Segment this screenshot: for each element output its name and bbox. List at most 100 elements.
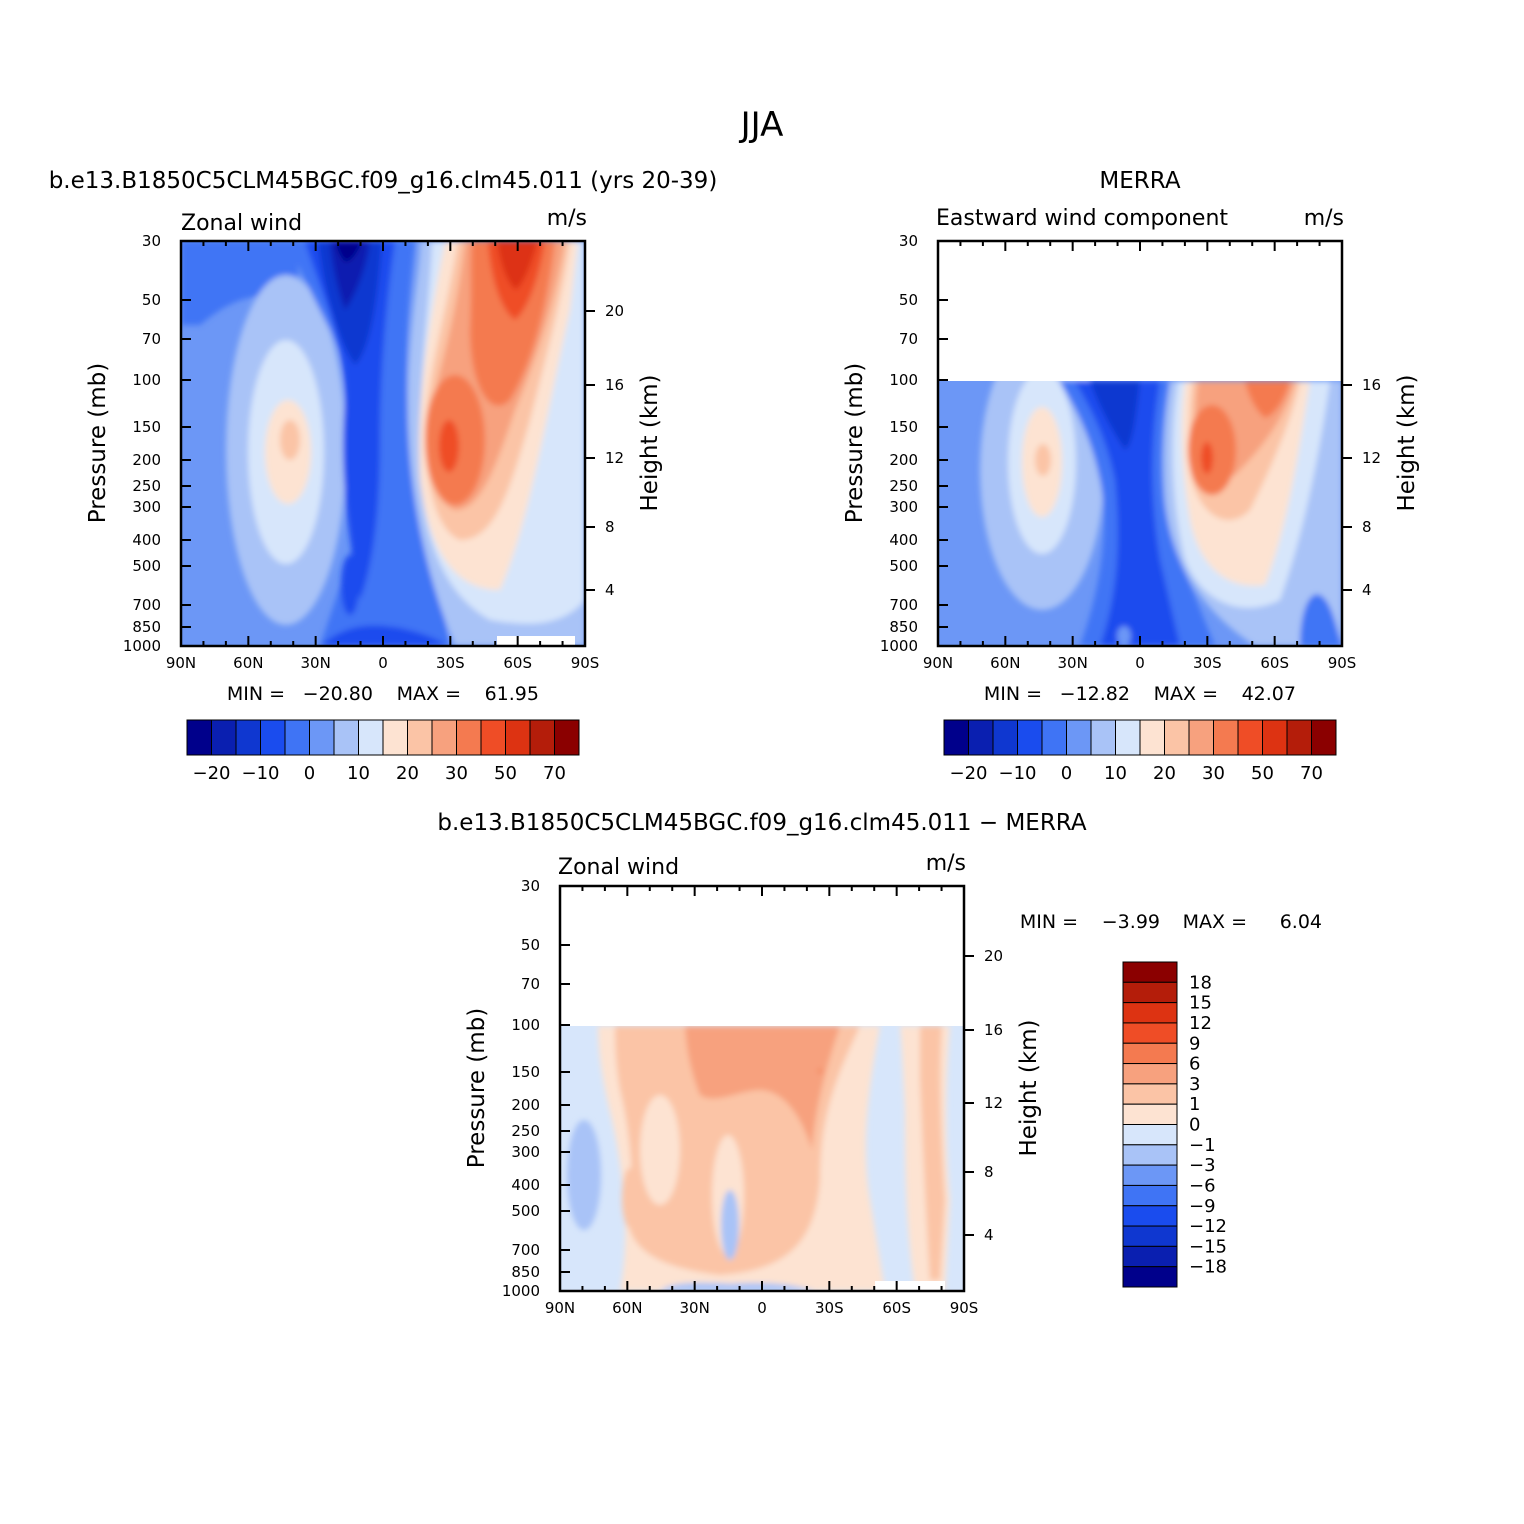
y-tick-label: 850 [511,1263,540,1281]
colorbar-swatch [1122,1245,1178,1268]
colorbar-swatch [1041,719,1067,756]
y2-tick-label: 12 [984,1094,1003,1112]
colorbar-swatch [1164,719,1190,756]
colorbar-label: −20 [950,763,988,784]
colorbar-swatch [1122,961,1178,983]
colorbar-label: 0 [304,763,315,784]
colorbar-swatch [1188,719,1214,756]
colorbar-swatch [1122,1144,1178,1166]
x-tick-label: 30N [680,1299,710,1317]
colorbar-swatch [431,719,457,756]
main-title: JJA [739,105,784,145]
contour-shapes [567,1026,950,1291]
y-tick-label: 150 [132,418,161,436]
x-tick-label: 30S [436,654,465,672]
y2-tick-label: 8 [1362,518,1372,536]
colorbar-label: 20 [1153,763,1176,784]
min-max-readout: MIN = −20.80 MAX = 61.95 [227,683,539,705]
panel-title: b.e13.B1850C5CLM45BGC.f09_g16.clm45.011 … [49,168,718,194]
max-value: 61.95 [485,683,539,705]
contour-field [560,1026,964,1291]
y-tick-label: 300 [889,498,918,516]
y2-tick-label: 12 [1362,449,1381,467]
panel-title: MERRA [1099,168,1180,194]
y-tick-label: 850 [132,618,161,636]
y-tick-label: 500 [132,557,161,575]
y-tick-label: 200 [889,451,918,469]
x-tick-label: 0 [378,654,388,672]
y-axis-title: Pressure (mb) [85,363,111,523]
y-tick-label: 30 [142,232,161,250]
colorbar-swatch [1122,1083,1178,1105]
panel-merra: MERRA Eastward wind component m/s [842,168,1420,784]
colorbar-label: 20 [396,763,419,784]
x-tick-label: 90N [545,1299,575,1317]
x-tick-label: 30S [1193,654,1222,672]
colorbar: −20 −10 0 10 20 30 50 70 [943,719,1337,784]
colorbar-label: −10 [999,763,1037,784]
colorbar-swatch [309,719,335,756]
colorbar-swatch [1122,1184,1178,1207]
colorbar-swatch [1122,1205,1178,1227]
y-tick-label: 150 [511,1063,540,1081]
colorbar-label: 3 [1189,1074,1200,1095]
x-tick-label: 30N [301,654,331,672]
units-label: m/s [547,206,587,231]
x-tick-label: 60S [882,1299,911,1317]
max-label: MAX = [397,683,461,705]
colorbar-label: −15 [1189,1236,1227,1257]
colorbar-swatch [333,719,359,756]
y-tick-label: 250 [511,1122,540,1140]
panel-model: b.e13.B1850C5CLM45BGC.f09_g16.clm45.011 … [49,168,718,784]
colorbar-label: 15 [1189,993,1212,1014]
contour-field [938,381,1342,646]
y-tick-label: 50 [142,291,161,309]
y-tick-label: 200 [132,451,161,469]
y2-tick-label: 12 [605,449,624,467]
colorbar-label: 10 [347,763,370,784]
panel-title: b.e13.B1850C5CLM45BGC.f09_g16.clm45.011 … [437,810,1086,836]
colorbar-swatch [1122,1042,1178,1065]
contour-field [181,241,585,646]
y-tick-label: 400 [889,531,918,549]
y-tick-label: 100 [889,371,918,389]
colorbar-swatch [1286,719,1312,756]
y2-tick-label: 8 [984,1163,994,1181]
colorbar-swatch [235,719,261,756]
colorbar-label: −6 [1189,1175,1216,1196]
y-tick-label: 100 [511,1016,540,1034]
y-tick-label: 150 [889,418,918,436]
units-label: m/s [1304,206,1344,231]
colorbar-swatch [1090,719,1116,756]
y2-tick-label: 4 [1362,581,1372,599]
colorbar-label: 70 [543,763,566,784]
y-tick-label: 250 [132,477,161,495]
colorbar-label: 10 [1104,763,1127,784]
colorbar-swatch [1122,1124,1178,1146]
x-tick-label: 30S [815,1299,844,1317]
axis-ticks: 90N 60N 30N 0 30S 60S 90S 30 50 70 100 150 200 250 300… [502,877,1003,1317]
colorbar-swatch [1122,981,1178,1004]
colorbar-label: 9 [1189,1033,1200,1054]
colorbar-swatch [407,719,433,756]
y-tick-label: 250 [889,477,918,495]
variable-label: Zonal wind [558,855,679,880]
x-tick-label: 60N [612,1299,642,1317]
y2-tick-label: 4 [605,581,615,599]
y-tick-label: 700 [889,596,918,614]
colorbar-swatch [260,719,286,756]
min-label: MIN = [1020,911,1078,933]
axis-ticks: 90N 60N 30N 0 30S 60S 90S 30 50 70 100 150 200 250 300… [123,232,624,672]
axis-ticks: 90N 60N 30N 0 30S 60S 90S 30 50 70 100 150 200 250 300… [880,232,1381,672]
x-tick-label: 60N [233,654,263,672]
min-value: −3.99 [1102,911,1160,933]
panel-difference: b.e13.B1850C5CLM45BGC.f09_g16.clm45.011 … [437,810,1322,1317]
min-label: MIN = [227,683,285,705]
x-tick-label: 90N [166,654,196,672]
x-tick-label: 90S [950,1299,979,1317]
colorbar-label: 0 [1189,1115,1200,1136]
colorbar-swatch [943,719,969,756]
x-tick-label: 0 [1135,654,1145,672]
colorbar-label: 6 [1189,1054,1200,1075]
